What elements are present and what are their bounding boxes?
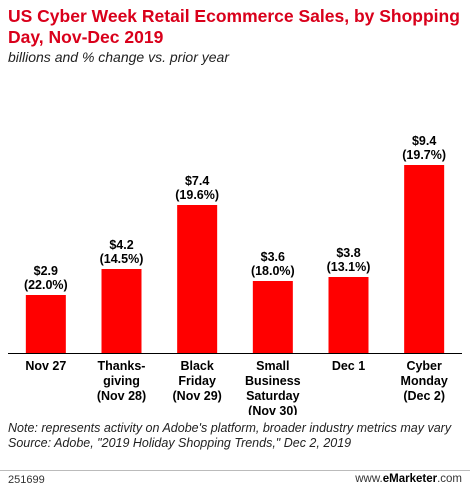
brand-url[interactable]: www.eMarketer.com: [355, 473, 462, 485]
category-label: Thanks-: [98, 359, 146, 373]
bar: [252, 281, 293, 353]
value-label: $3.8: [336, 246, 360, 260]
category-label: Cyber: [406, 359, 442, 373]
category-label: Business: [245, 374, 301, 388]
bar-chart: $2.9(22.0%) Nov 27 $4.2(14.5%) Thanks-givin…: [8, 134, 462, 415]
chart-subtitle: billions and % change vs. prior year: [8, 49, 230, 65]
pct-change-label: (22.0%): [24, 278, 68, 292]
pct-change-label: (13.1%): [327, 260, 371, 274]
chart-title: US Cyber Week Retail Ecommerce Sales, by…: [8, 6, 460, 47]
category-label: (Dec 2): [403, 389, 445, 403]
bar: [404, 165, 445, 353]
category-label: (Nov 30): [248, 404, 297, 415]
category-label: Small: [256, 359, 289, 373]
value-label: $7.4: [185, 174, 209, 188]
pct-change-label: (18.0%): [251, 264, 295, 278]
bar: [25, 295, 66, 353]
pct-change-label: (19.6%): [175, 188, 219, 202]
brand-suffix: .com: [437, 473, 462, 485]
category-label: Dec 1: [332, 359, 365, 373]
value-label: $3.6: [261, 250, 285, 264]
value-label: $2.9: [34, 264, 58, 278]
chart-note: Note: represents activity on Adobe's pla…: [8, 421, 463, 450]
category-label: Saturday: [246, 389, 300, 403]
footer-divider: [0, 470, 470, 471]
category-label: (Nov 29): [173, 389, 222, 403]
chart-id: 251699: [8, 474, 45, 486]
brand-name: eMarketer: [382, 473, 438, 485]
brand-prefix: www.: [355, 473, 383, 485]
value-label: $9.4: [412, 134, 436, 148]
category-label: Black: [180, 359, 213, 373]
source-text: Source: Adobe, "2019 Holiday Shopping Tr…: [8, 435, 352, 450]
pct-change-label: (19.7%): [402, 148, 446, 162]
category-label: (Nov 28): [97, 389, 146, 403]
bar: [177, 205, 218, 353]
category-label: Nov 27: [25, 359, 66, 373]
note-text: Note: represents activity on Adobe's pla…: [8, 421, 452, 435]
category-label: Monday: [401, 374, 448, 388]
category-label: Friday: [178, 374, 216, 388]
category-label: giving: [103, 374, 140, 388]
bar: [101, 269, 142, 353]
value-label: $4.2: [109, 238, 133, 252]
pct-change-label: (14.5%): [100, 252, 144, 266]
bar: [328, 277, 369, 353]
